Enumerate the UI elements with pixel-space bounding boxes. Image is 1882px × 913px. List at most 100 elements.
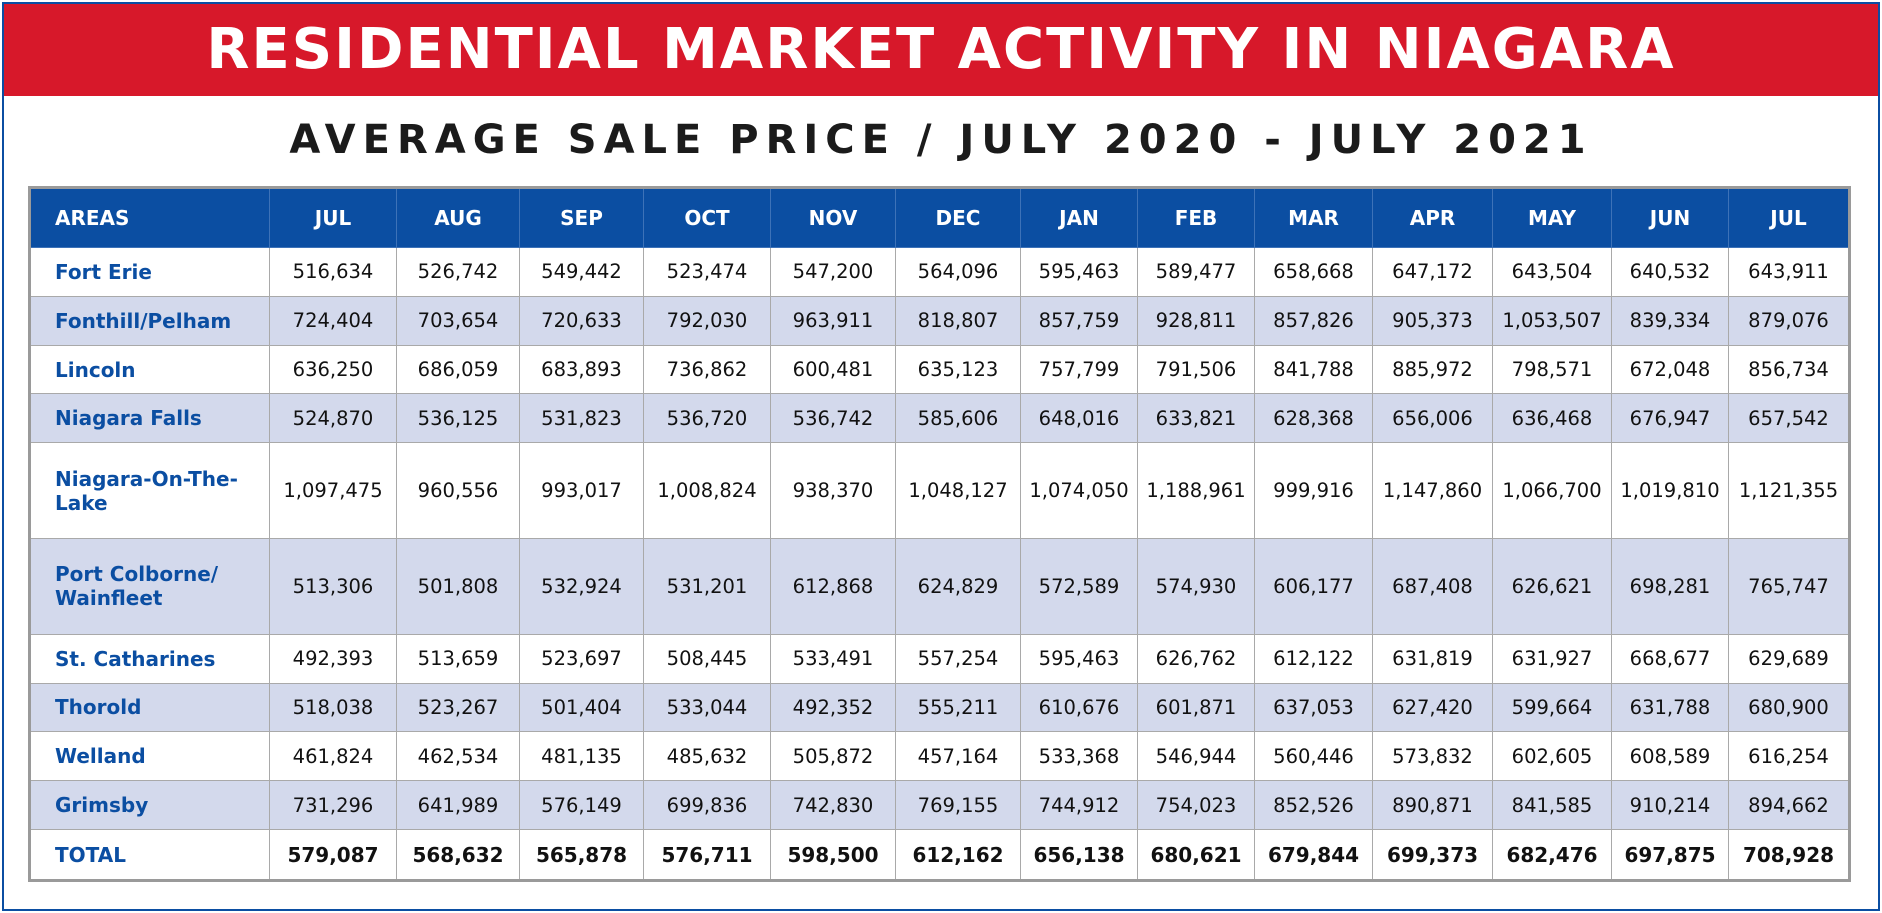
price-cell: 938,370	[770, 442, 896, 540]
price-cell: 536,720	[643, 393, 771, 444]
price-cell: 744,912	[1020, 780, 1138, 831]
price-cell: 557,254	[895, 633, 1021, 684]
table-row: Fort Erie 516,634 526,742 549,442 523,474 547…	[29, 247, 1850, 297]
price-cell: 841,585	[1492, 780, 1612, 831]
price-cell: 1,048,127	[895, 442, 1021, 540]
area-name: Niagara Falls	[29, 393, 270, 444]
price-cell: 963,911	[770, 295, 896, 346]
total-cell: 612,162	[895, 829, 1021, 881]
price-cell: 1,019,810	[1611, 442, 1729, 540]
total-cell: 576,711	[643, 829, 771, 881]
price-cell: 536,125	[396, 393, 520, 444]
total-cell: 680,621	[1137, 829, 1255, 881]
column-header-month: JUL	[269, 187, 397, 248]
column-header-month: JUL	[1728, 187, 1850, 248]
price-cell: 547,200	[770, 247, 896, 297]
price-cell: 1,097,475	[269, 442, 397, 540]
price-cell: 852,526	[1254, 780, 1373, 831]
price-cell: 602,605	[1492, 731, 1612, 782]
price-cell: 631,819	[1372, 633, 1493, 684]
page-subtitle: AVERAGE SALE PRICE / JULY 2020 - JULY 20…	[289, 117, 1593, 163]
area-name: St. Catharines	[29, 633, 270, 684]
price-cell: 533,491	[770, 633, 896, 684]
price-cell: 754,023	[1137, 780, 1255, 831]
column-header-month: SEP	[519, 187, 644, 248]
price-cell: 523,474	[643, 247, 771, 297]
area-name: Welland	[29, 731, 270, 782]
price-cell: 656,006	[1372, 393, 1493, 444]
price-cell: 485,632	[643, 731, 771, 782]
total-cell: 679,844	[1254, 829, 1373, 881]
price-cell: 648,016	[1020, 393, 1138, 444]
price-cell: 612,868	[770, 538, 896, 635]
price-cell: 769,155	[895, 780, 1021, 831]
total-cell: 708,928	[1728, 829, 1850, 881]
price-cell: 1,066,700	[1492, 442, 1612, 540]
price-cell: 576,149	[519, 780, 644, 831]
table-row: St. Catharines 492,393 513,659 523,697 508,4…	[29, 633, 1850, 684]
price-cell: 585,606	[895, 393, 1021, 444]
price-cell: 531,823	[519, 393, 644, 444]
price-cell: 885,972	[1372, 344, 1493, 395]
price-cell: 481,135	[519, 731, 644, 782]
price-cell: 513,306	[269, 538, 397, 635]
price-cell: 492,393	[269, 633, 397, 684]
column-header-month: DEC	[895, 187, 1021, 248]
price-table: AREAS JUL AUG SEP OCT NOV DEC JAN FEB MAR APR MAY JU…	[28, 186, 1851, 882]
price-cell: 501,808	[396, 538, 520, 635]
total-cell: 699,373	[1372, 829, 1493, 881]
table-row: Thorold 518,038 523,267 501,404 533,044 492,3…	[29, 682, 1850, 733]
price-cell: 720,633	[519, 295, 644, 346]
price-cell: 595,463	[1020, 633, 1138, 684]
price-cell: 910,214	[1611, 780, 1729, 831]
price-cell: 533,368	[1020, 731, 1138, 782]
price-cell: 589,477	[1137, 247, 1255, 297]
price-cell: 627,420	[1372, 682, 1493, 733]
total-cell: 579,087	[269, 829, 397, 881]
price-cell: 856,734	[1728, 344, 1850, 395]
price-cell: 658,668	[1254, 247, 1373, 297]
price-cell: 631,788	[1611, 682, 1729, 733]
price-cell: 572,589	[1020, 538, 1138, 635]
column-header-month: APR	[1372, 187, 1493, 248]
price-cell: 523,267	[396, 682, 520, 733]
price-cell: 624,829	[895, 538, 1021, 635]
price-cell: 676,947	[1611, 393, 1729, 444]
total-cell: 568,632	[396, 829, 520, 881]
price-cell: 687,408	[1372, 538, 1493, 635]
price-cell: 600,481	[770, 344, 896, 395]
price-cell: 546,944	[1137, 731, 1255, 782]
price-cell: 524,870	[269, 393, 397, 444]
price-cell: 1,121,355	[1728, 442, 1850, 540]
price-cell: 1,053,507	[1492, 295, 1612, 346]
price-cell: 532,924	[519, 538, 644, 635]
area-name: Fort Erie	[29, 247, 270, 297]
price-cell: 461,824	[269, 731, 397, 782]
price-cell: 841,788	[1254, 344, 1373, 395]
table-row: Niagara-On-The-Lake 1,097,475 960,556 993,0…	[29, 442, 1850, 540]
price-cell: 616,254	[1728, 731, 1850, 782]
table-row: Grimsby 731,296 641,989 576,149 699,836 742,8…	[29, 780, 1850, 831]
table-row: Fonthill/Pelham 724,404 703,654 720,633 792,…	[29, 295, 1850, 346]
total-cell: 598,500	[770, 829, 896, 881]
price-cell: 574,930	[1137, 538, 1255, 635]
price-cell: 724,404	[269, 295, 397, 346]
price-cell: 501,404	[519, 682, 644, 733]
total-cell: 697,875	[1611, 829, 1729, 881]
total-row: TOTAL 579,087 568,632 565,878 576,711 598,500…	[29, 829, 1850, 881]
price-cell: 526,742	[396, 247, 520, 297]
column-header-month: JUN	[1611, 187, 1729, 248]
price-cell: 890,871	[1372, 780, 1493, 831]
price-cell: 564,096	[895, 247, 1021, 297]
table-row: Niagara Falls 524,870 536,125 531,823 536,72…	[29, 393, 1850, 444]
price-cell: 641,989	[396, 780, 520, 831]
price-cell: 792,030	[643, 295, 771, 346]
price-cell: 818,807	[895, 295, 1021, 346]
price-cell: 595,463	[1020, 247, 1138, 297]
price-cell: 765,747	[1728, 538, 1850, 635]
price-cell: 612,122	[1254, 633, 1373, 684]
table-row: Port Colborne/ Wainfleet 513,306 501,808 53…	[29, 538, 1850, 635]
price-cell: 742,830	[770, 780, 896, 831]
price-cell: 513,659	[396, 633, 520, 684]
price-cell: 928,811	[1137, 295, 1255, 346]
